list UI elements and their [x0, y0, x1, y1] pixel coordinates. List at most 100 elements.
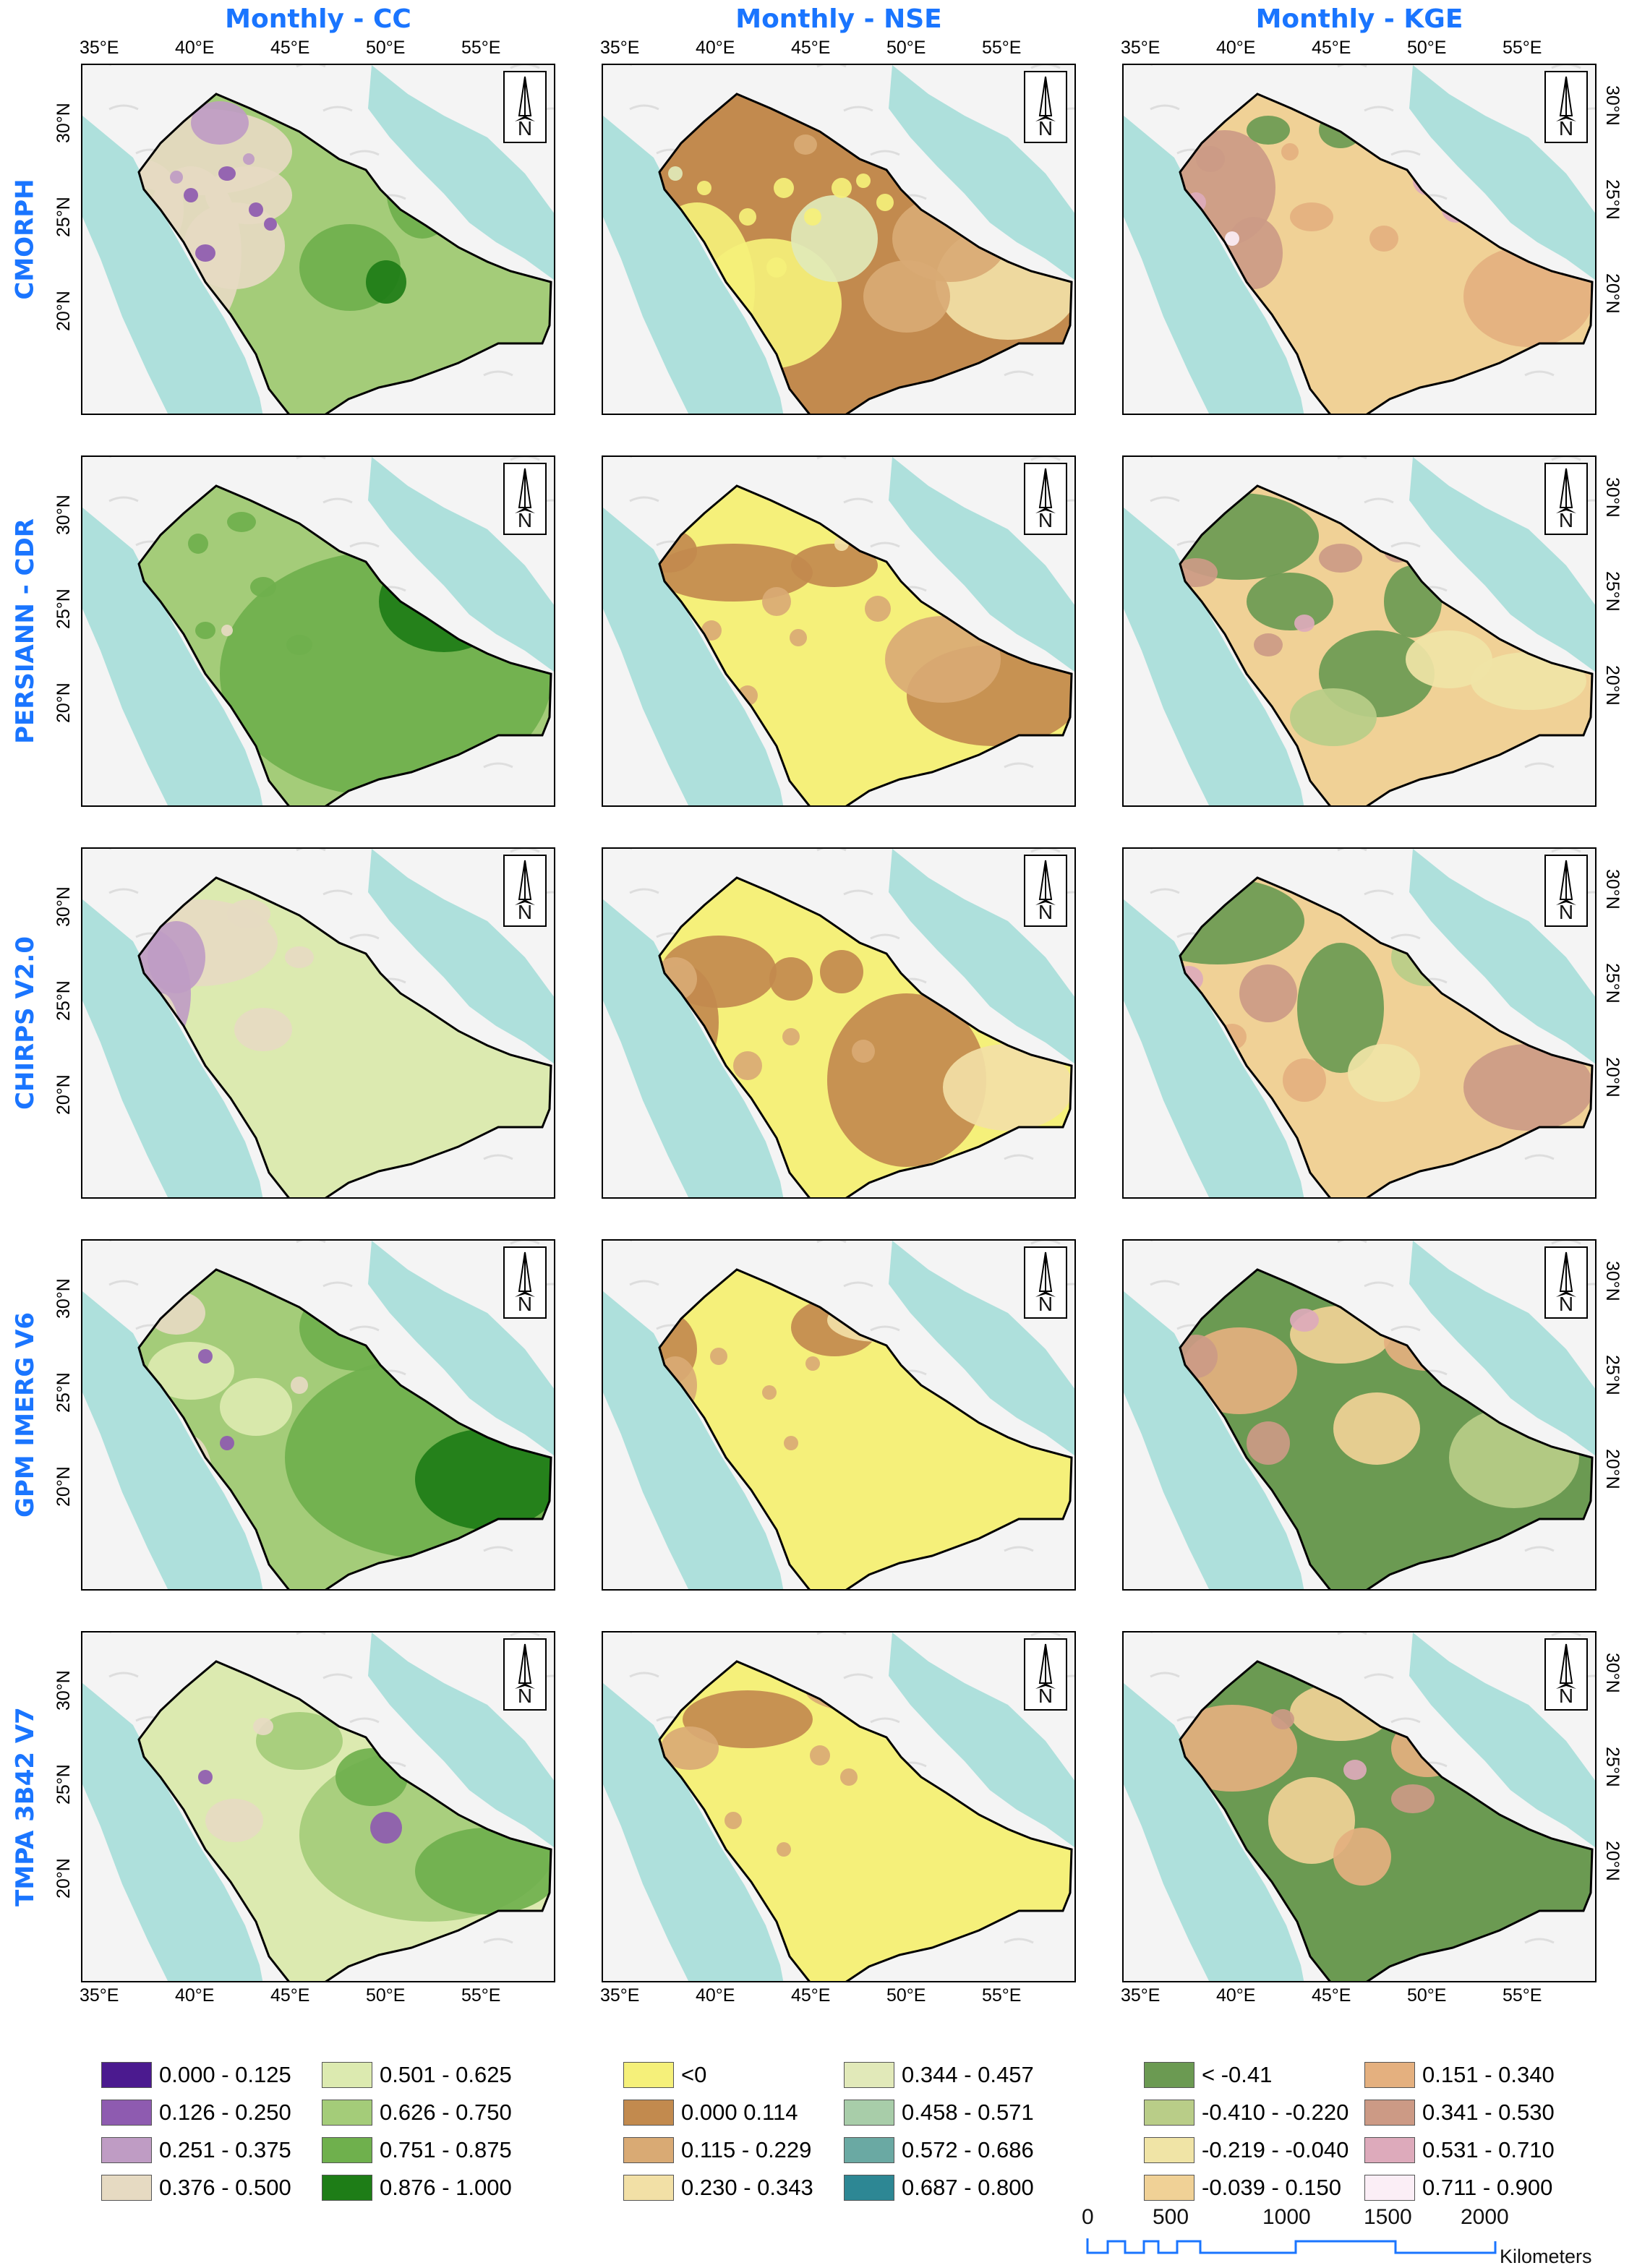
map-panel-1-1: N — [602, 455, 1076, 807]
row-title-0: CMORPH — [0, 44, 51, 435]
north-arrow: N — [503, 1246, 547, 1319]
persian-gulf — [889, 457, 1074, 672]
lat-tick: 20°N — [1602, 665, 1623, 706]
north-arrow: N — [503, 855, 547, 927]
saudi-border — [1179, 1268, 1594, 1589]
scale-tick-1500: 1500 — [1364, 2205, 1412, 2229]
map-svg — [603, 1241, 1074, 1589]
legend-label: -0.410 - -0.220 — [1202, 2100, 1349, 2125]
lat-tick: 20°N — [54, 1074, 74, 1115]
lon-tick-top: 50°E — [366, 38, 406, 58]
lat-tick: 30°N — [1602, 477, 1623, 518]
lon-tick-top: 35°E — [600, 38, 640, 58]
red-sea — [1124, 116, 1304, 414]
lat-tick: 20°N — [1602, 1057, 1623, 1097]
map-svg — [1124, 65, 1595, 414]
north-label: N — [1038, 1293, 1053, 1315]
north-arrow-icon — [1556, 1251, 1576, 1297]
legend-swatch — [322, 2100, 372, 2126]
lon-tick-bottom: 55°E — [1503, 1985, 1542, 2006]
lon-tick-top: 55°E — [982, 38, 1022, 58]
legend-swatch — [101, 2062, 152, 2088]
legend-label: 0.501 - 0.625 — [380, 2062, 512, 2087]
persian-gulf — [1409, 849, 1595, 1064]
persian-gulf — [1409, 1632, 1595, 1848]
row-title-3: GPM IMERG V6 — [0, 1220, 51, 1610]
north-arrow-icon — [515, 1251, 535, 1297]
lon-tick-bottom: 45°E — [791, 1985, 831, 2006]
legend-label: 0.687 - 0.800 — [902, 2175, 1034, 2200]
map-svg — [1124, 849, 1595, 1197]
legend-swatch — [322, 2062, 372, 2088]
legend-swatch — [1144, 2137, 1194, 2163]
lat-tick: 20°N — [1602, 1449, 1623, 1489]
legend-label: 0.751 - 0.875 — [380, 2137, 512, 2162]
column-title-0: Monthly - CC — [225, 4, 411, 34]
lat-tick: 20°N — [54, 682, 74, 723]
legend-label: 0.000 0.114 — [681, 2100, 798, 2125]
map-svg — [603, 457, 1074, 805]
red-sea — [1124, 1291, 1304, 1589]
persian-gulf — [368, 1241, 554, 1456]
legend-item: 0.626 - 0.750 — [322, 2100, 512, 2126]
legend-label: -0.219 - -0.040 — [1202, 2137, 1349, 2162]
lat-tick: 30°N — [1602, 1261, 1623, 1301]
legend-item: 0.251 - 0.375 — [101, 2137, 291, 2163]
legend-swatch — [623, 2100, 674, 2126]
scale-tick-1000: 1000 — [1262, 2205, 1311, 2229]
saudi-border — [137, 1660, 552, 1981]
red-sea — [603, 116, 784, 414]
legend-item: 0.126 - 0.250 — [101, 2100, 291, 2126]
legend-swatch — [844, 2062, 894, 2088]
north-arrow-icon — [1556, 468, 1576, 513]
red-sea — [82, 1683, 263, 1981]
north-arrow: N — [1024, 855, 1067, 927]
legend-swatch — [1144, 2175, 1194, 2201]
map-svg — [603, 1632, 1074, 1981]
map-panel-3-1: N — [602, 1239, 1076, 1591]
legend-label: < -0.41 — [1202, 2062, 1273, 2087]
legend-item: 0.458 - 0.571 — [844, 2100, 1034, 2126]
lat-tick: 30°N — [54, 495, 74, 535]
north-arrow-icon — [1556, 1643, 1576, 1689]
legend-item: 0.344 - 0.457 — [844, 2062, 1034, 2088]
legend-label: 0.000 - 0.125 — [159, 2062, 291, 2087]
map-panel-0-1: N — [602, 64, 1076, 415]
legend-label: -0.039 - 0.150 — [1202, 2175, 1342, 2200]
legend-swatch — [101, 2175, 152, 2201]
lon-tick-bottom: 50°E — [1407, 1985, 1447, 2006]
legend-label: 0.876 - 1.000 — [380, 2175, 512, 2200]
lat-tick: 30°N — [1602, 869, 1623, 910]
north-arrow-icon — [515, 1643, 535, 1689]
persian-gulf — [368, 1632, 554, 1848]
red-sea — [603, 1683, 784, 1981]
saudi-border — [137, 484, 552, 805]
lat-tick: 30°N — [54, 1670, 74, 1711]
map-panel-4-0: N — [81, 1631, 555, 1982]
legend-swatch — [623, 2137, 674, 2163]
map-panel-3-0: N — [81, 1239, 555, 1591]
lat-tick: 30°N — [54, 103, 74, 143]
red-sea — [82, 899, 263, 1197]
map-svg — [1124, 1241, 1595, 1589]
red-sea — [82, 508, 263, 805]
north-arrow: N — [503, 1638, 547, 1711]
legend-swatch — [101, 2100, 152, 2126]
lat-tick: 25°N — [54, 589, 74, 629]
lon-tick-bottom: 50°E — [886, 1985, 926, 2006]
row-title-1: PERSIANN - CDR — [0, 436, 51, 826]
persian-gulf — [889, 1241, 1074, 1456]
row-title-label: CHIRPS V2.0 — [11, 936, 40, 1111]
legend-label: 0.151 - 0.340 — [1422, 2062, 1555, 2087]
legend-item: 0.501 - 0.625 — [322, 2062, 512, 2088]
map-svg — [82, 65, 554, 414]
map-svg — [82, 849, 554, 1197]
legend-label: 0.711 - 0.900 — [1422, 2175, 1553, 2200]
legend-item: 0.572 - 0.686 — [844, 2137, 1034, 2163]
legend-label: 0.531 - 0.710 — [1422, 2137, 1555, 2162]
north-arrow-icon — [1035, 1251, 1056, 1297]
legend-label: 0.341 - 0.530 — [1422, 2100, 1555, 2125]
persian-gulf — [368, 65, 554, 281]
legend-label: 0.572 - 0.686 — [902, 2137, 1034, 2162]
scale-unit: Kilometers — [1500, 2246, 1592, 2267]
